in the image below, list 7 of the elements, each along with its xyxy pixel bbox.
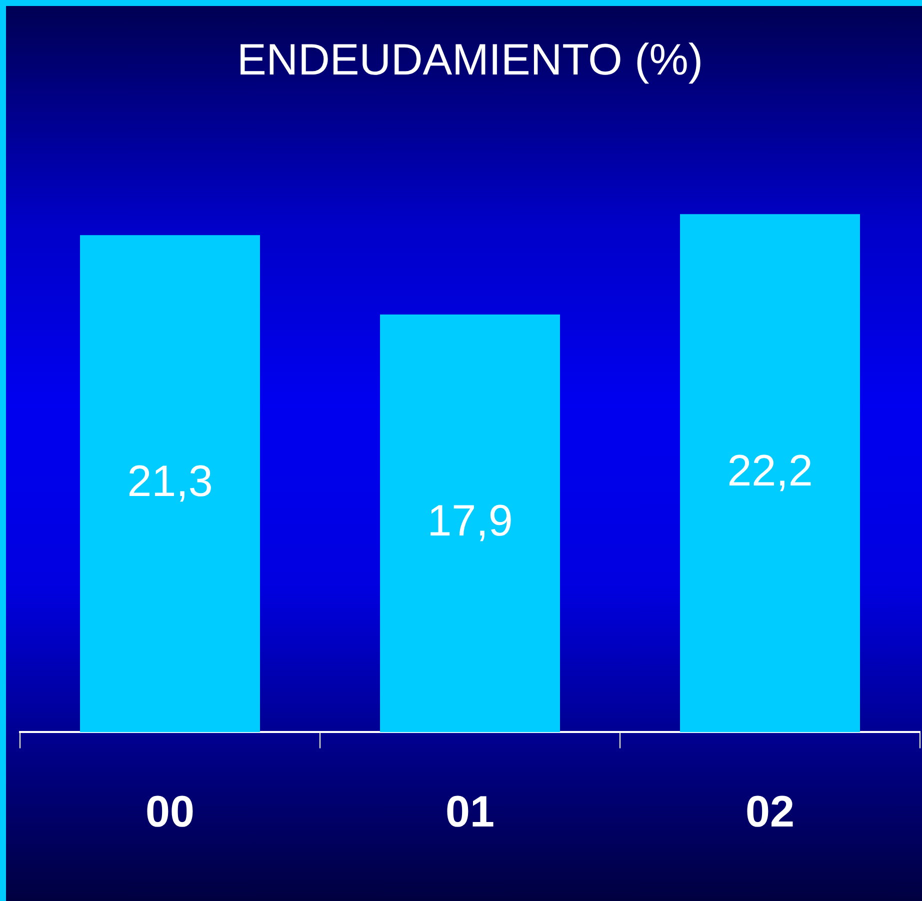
data-label: 22,2 [727,446,813,496]
chart-title: ENDEUDAMIENTO (%) [236,36,704,85]
x-tick-label: 02 [746,788,794,837]
data-label: 17,9 [427,496,513,546]
x-tick-label: 01 [446,788,494,837]
x-tick-label: 00 [146,788,194,837]
data-label: 21,3 [127,456,213,506]
